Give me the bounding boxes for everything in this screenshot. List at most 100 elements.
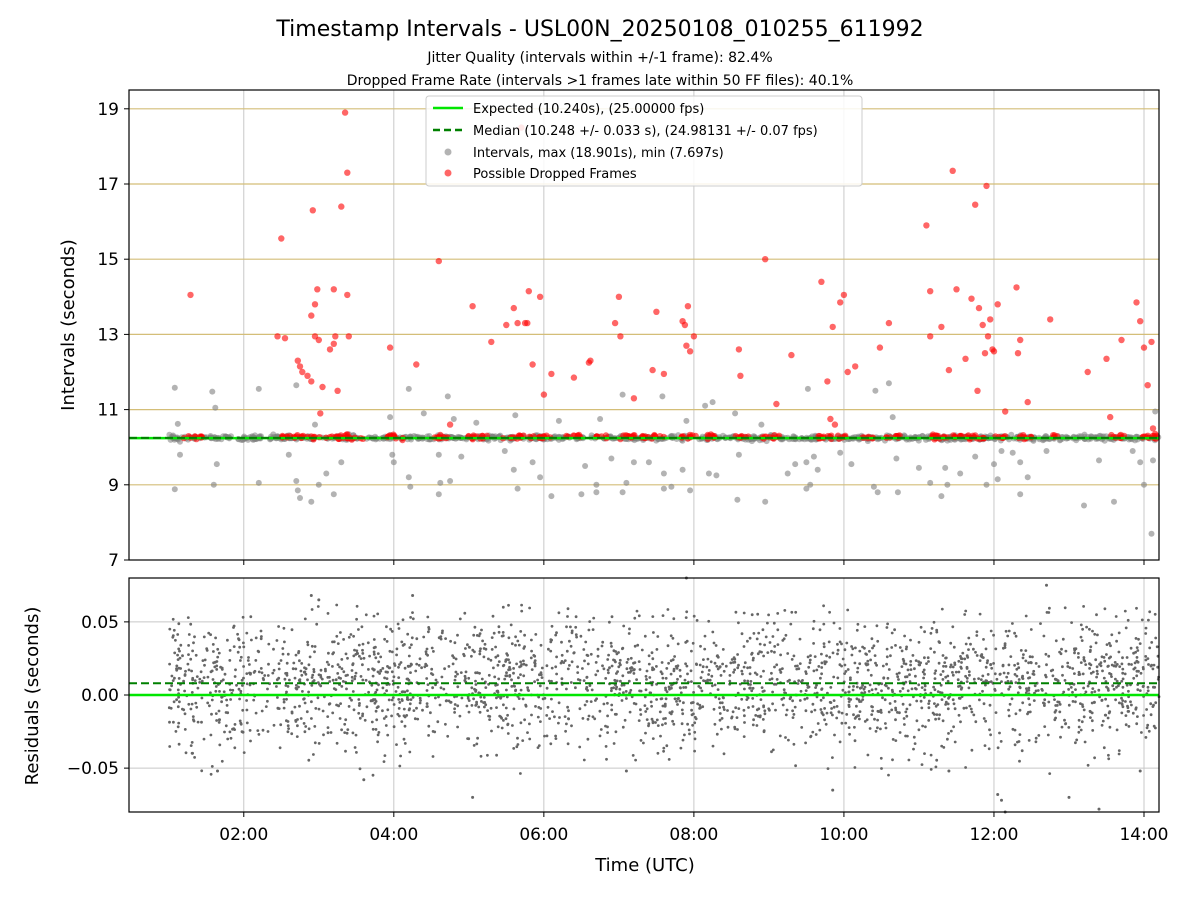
residual-point — [622, 624, 626, 628]
interval-point — [512, 412, 519, 419]
residual-point — [214, 689, 218, 693]
residual-point — [509, 623, 513, 627]
residual-point — [816, 722, 820, 725]
residual-point — [210, 712, 213, 716]
residual-point — [587, 714, 591, 718]
residual-point — [887, 686, 890, 690]
residual-point — [167, 706, 171, 710]
residual-point — [1073, 672, 1076, 675]
dropped-frame-point — [278, 235, 285, 242]
residual-point — [912, 735, 916, 739]
residual-point — [395, 653, 398, 657]
residual-point — [762, 654, 765, 658]
residual-point — [870, 688, 874, 692]
residual-point — [287, 727, 290, 730]
interval-point — [293, 382, 300, 389]
residual-point — [410, 663, 413, 666]
residual-point — [623, 718, 627, 722]
dropped-frame-point — [690, 333, 698, 340]
dropped-frame-point — [994, 301, 1001, 308]
residual-point — [409, 698, 413, 701]
residual-point — [358, 767, 362, 771]
residual-point — [549, 638, 553, 641]
residual-point — [312, 668, 316, 671]
residual-point — [828, 700, 832, 704]
residual-point — [953, 740, 957, 744]
residual-point — [362, 778, 366, 782]
residual-point — [926, 656, 930, 660]
residual-point — [596, 647, 600, 651]
residual-point — [385, 677, 389, 680]
residual-point — [823, 662, 827, 666]
residual-point — [233, 746, 237, 750]
residual-point — [517, 697, 521, 700]
residual-point — [895, 672, 899, 676]
residual-point — [1106, 687, 1110, 690]
residual-point — [209, 633, 213, 637]
residual-point — [993, 689, 997, 692]
residual-point — [554, 665, 558, 669]
dropped-frame-point — [319, 383, 326, 391]
residual-point — [650, 717, 654, 721]
residual-point — [355, 649, 359, 653]
residual-point — [583, 659, 586, 663]
residual-point — [820, 666, 824, 669]
residual-point — [214, 685, 218, 688]
residual-point — [373, 698, 377, 701]
residual-point — [629, 656, 633, 660]
residual-point — [183, 728, 187, 731]
residual-point — [317, 707, 321, 711]
residual-point — [933, 672, 937, 675]
interval-point — [1111, 498, 1117, 505]
residual-point — [357, 698, 361, 701]
residual-point — [664, 676, 668, 680]
residual-point — [1125, 683, 1129, 687]
residual-point — [989, 733, 992, 737]
residual-point — [1024, 649, 1028, 652]
residual-point — [533, 664, 537, 668]
residual-point — [212, 650, 215, 653]
residual-point — [1108, 641, 1111, 645]
interval-point — [660, 470, 667, 477]
residual-point — [953, 707, 957, 711]
residual-point — [972, 713, 976, 717]
residual-point — [405, 714, 409, 717]
residual-point — [1006, 634, 1010, 638]
residual-point — [1121, 677, 1125, 681]
residual-point — [312, 670, 316, 674]
residual-point — [978, 698, 981, 702]
residual-point — [863, 691, 867, 694]
residual-point — [1095, 669, 1099, 673]
residual-point — [706, 657, 710, 661]
residual-point — [855, 628, 859, 632]
residual-point — [607, 671, 610, 675]
residual-point — [669, 634, 673, 638]
residual-point — [885, 655, 889, 659]
residual-point — [456, 725, 459, 729]
residual-point — [1010, 697, 1014, 701]
residual-point — [1088, 650, 1092, 653]
dropped-frame-point — [1017, 336, 1024, 344]
dropped-frame-point — [1024, 398, 1031, 406]
residual-point — [480, 677, 484, 681]
residual-point — [549, 640, 553, 644]
residual-point — [478, 671, 481, 675]
residual-point — [1080, 639, 1084, 642]
residual-point — [492, 631, 496, 635]
residual-point — [472, 744, 476, 747]
interval-point — [702, 402, 709, 409]
residual-point — [975, 654, 979, 657]
legend-dropped-swatch — [444, 169, 452, 177]
residual-point — [319, 668, 323, 672]
residual-point — [411, 594, 415, 597]
residual-point — [1043, 725, 1047, 728]
residual-point — [338, 665, 341, 669]
residual-point — [682, 686, 685, 689]
residual-point — [804, 709, 808, 713]
residual-point — [236, 632, 240, 636]
residual-point — [198, 677, 202, 681]
residual-point — [547, 647, 550, 651]
residual-point — [666, 644, 670, 648]
residual-point — [522, 662, 526, 666]
residual-point — [1028, 703, 1032, 706]
